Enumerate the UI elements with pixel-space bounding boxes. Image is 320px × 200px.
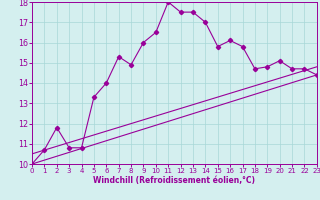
X-axis label: Windchill (Refroidissement éolien,°C): Windchill (Refroidissement éolien,°C) (93, 176, 255, 185)
